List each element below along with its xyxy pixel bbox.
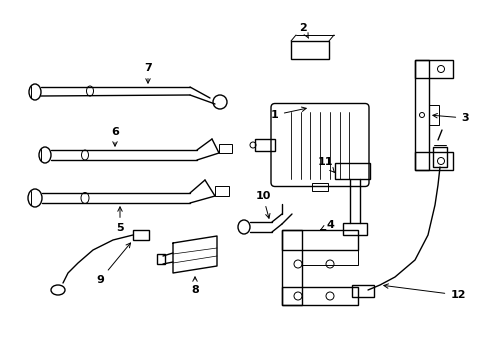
- Bar: [282, 230, 302, 305]
- Bar: [254, 139, 274, 151]
- Bar: [133, 230, 149, 240]
- Bar: [342, 223, 366, 235]
- Bar: [351, 285, 373, 297]
- Bar: [432, 147, 446, 167]
- Text: 1: 1: [270, 107, 305, 120]
- Bar: [215, 186, 228, 196]
- Bar: [219, 144, 231, 153]
- Text: 5: 5: [116, 207, 123, 233]
- Text: 9: 9: [96, 243, 130, 285]
- Bar: [290, 41, 328, 59]
- Bar: [157, 254, 164, 264]
- Bar: [302, 250, 357, 265]
- Bar: [282, 230, 357, 250]
- Bar: [414, 60, 428, 170]
- Text: 4: 4: [320, 220, 333, 230]
- Bar: [282, 287, 357, 305]
- Bar: [428, 105, 438, 125]
- Bar: [311, 183, 327, 190]
- Text: 11: 11: [317, 157, 334, 172]
- Bar: [414, 152, 452, 170]
- Text: 2: 2: [299, 23, 308, 38]
- Text: 6: 6: [111, 127, 119, 146]
- Text: 12: 12: [383, 284, 465, 300]
- Bar: [414, 60, 452, 78]
- Text: 7: 7: [144, 63, 152, 83]
- Text: 10: 10: [255, 191, 270, 218]
- Bar: [334, 163, 369, 179]
- Text: 8: 8: [191, 277, 199, 295]
- Text: 3: 3: [432, 113, 468, 123]
